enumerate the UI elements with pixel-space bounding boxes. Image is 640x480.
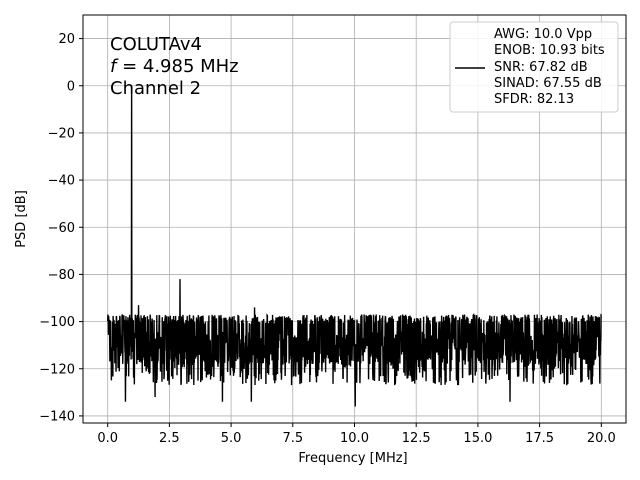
- x-axis-label: Frequency [MHz]: [298, 451, 407, 466]
- y-tick-label: −60: [48, 221, 75, 236]
- x-tick-label: 2.5: [159, 431, 180, 446]
- y-tick-label: −140: [39, 409, 75, 424]
- y-tick-label: 20: [58, 32, 75, 47]
- y-tick-label: −80: [48, 268, 75, 283]
- psd-series-line: [106, 85, 602, 407]
- annotation-frequency-symbol: f: [110, 56, 119, 77]
- y-axis-ticks: 20 0 −20 −40 −60 −80 −100 −120 −140: [39, 32, 83, 424]
- x-tick-label: 0.0: [97, 431, 118, 446]
- annotation-frequency: f = 4.985 MHz: [110, 56, 239, 77]
- y-tick-label: −40: [48, 174, 75, 189]
- plot-area: [106, 85, 602, 407]
- legend-line-5: SFDR: 82.13: [494, 92, 574, 107]
- y-tick-label: −100: [39, 315, 75, 330]
- x-tick-label: 7.5: [282, 431, 303, 446]
- x-tick-label: 20.0: [587, 431, 616, 446]
- y-axis-label: PSD [dB]: [14, 190, 29, 248]
- x-tick-label: 12.5: [402, 431, 431, 446]
- x-tick-label: 15.0: [463, 431, 492, 446]
- legend-line-1: AWG: 10.0 Vpp: [494, 27, 592, 42]
- y-tick-label: 0: [67, 79, 75, 94]
- x-tick-label: 5.0: [221, 431, 242, 446]
- y-tick-label: −120: [39, 362, 75, 377]
- legend-box: [449, 21, 619, 113]
- annotation-title: COLUTAv4: [110, 34, 202, 55]
- y-tick-label: −20: [48, 126, 75, 141]
- annotation-block: COLUTAv4 f = 4.985 MHz Channel 2: [110, 34, 239, 99]
- annotation-frequency-value: = 4.985 MHz: [116, 56, 238, 77]
- legend-line-4: SINAD: 67.55 dB: [494, 76, 602, 91]
- x-axis-ticks: 0.0 2.5 5.0 7.5 10.0 12.5 15.0 17.5 20.0: [97, 423, 616, 446]
- x-tick-label: 17.5: [525, 431, 554, 446]
- x-tick-label: 10.0: [340, 431, 369, 446]
- annotation-channel: Channel 2: [110, 78, 201, 99]
- legend-line-3: SNR: 67.82 dB: [494, 60, 588, 75]
- legend: AWG: 10.0 Vpp ENOB: 10.93 bits SNR: 67.8…: [449, 21, 619, 113]
- legend-line-2: ENOB: 10.93 bits: [494, 43, 605, 58]
